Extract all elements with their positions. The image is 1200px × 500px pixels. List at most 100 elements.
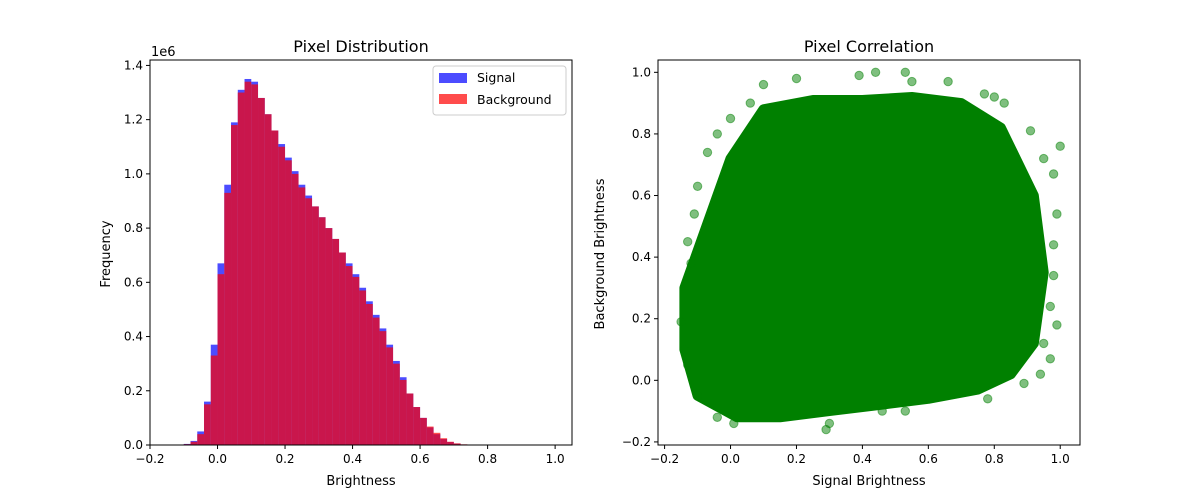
histogram-x-axis-title: Brightness xyxy=(326,474,395,489)
scatter-point xyxy=(943,76,953,87)
scatter-point xyxy=(854,70,864,81)
scatter-title: Pixel Correlation xyxy=(804,37,934,56)
histogram-bar-background xyxy=(217,274,225,445)
scatter-point xyxy=(1052,209,1062,219)
legend-swatch-signal xyxy=(439,73,467,83)
scatter-x-tick-label: 0.8 xyxy=(985,452,1004,466)
histogram-bar-background xyxy=(352,276,360,445)
scatter-point xyxy=(745,98,755,108)
histogram-x-tick-label: 0.2 xyxy=(275,452,294,466)
histogram-bar-background xyxy=(291,173,299,445)
scatter-y-tick-label: 0.2 xyxy=(632,312,651,326)
scatter-point xyxy=(729,418,739,429)
histogram-bar-background xyxy=(413,407,421,445)
legend-swatch-background xyxy=(439,94,467,104)
histogram-bar-background xyxy=(332,238,340,445)
histogram-bar-background xyxy=(433,432,441,445)
scatter-x-tick-label: 1.0 xyxy=(1051,452,1070,466)
histogram-bar-background xyxy=(204,404,211,445)
legend-label-signal: Signal xyxy=(477,70,515,85)
scatter-point xyxy=(989,92,999,102)
scatter-y-tick-label: 0.0 xyxy=(632,373,651,387)
scatter-point xyxy=(791,73,802,84)
scatter-x-axis-title: Signal Brightness xyxy=(812,474,926,489)
histogram-y-tick-label: 0.4 xyxy=(124,330,143,344)
scatter-point xyxy=(1039,153,1049,164)
scatter-y-tick-label: 0.6 xyxy=(632,189,651,203)
scatter-point xyxy=(1039,338,1049,349)
histogram-x-tick-label: −0.2 xyxy=(135,452,164,466)
scatter-point xyxy=(824,418,835,429)
histogram-bar-background xyxy=(325,228,333,445)
histogram-x-tick-label: 0.4 xyxy=(343,452,362,466)
histogram-y-axis-title: Frequency xyxy=(99,220,114,287)
scatter-point xyxy=(725,113,736,124)
scatter-point xyxy=(1035,369,1046,379)
histogram-bar-background xyxy=(224,192,232,445)
histogram-bar-background xyxy=(258,97,265,446)
scatter-point xyxy=(900,67,910,78)
scatter-point xyxy=(712,129,722,139)
histogram-y-tick-label: 0.0 xyxy=(124,438,143,452)
scatter-y-tick-label: −0.2 xyxy=(622,435,651,449)
histogram-bar-background xyxy=(197,434,205,445)
scatter-y-tick-label: 1.0 xyxy=(632,65,651,79)
histogram-bar-background xyxy=(285,160,292,445)
scatter-point xyxy=(712,412,722,422)
histogram-bar-background xyxy=(440,438,448,445)
scatter-point xyxy=(1025,126,1036,136)
scatter-points xyxy=(676,67,1065,435)
scatter-point xyxy=(870,67,881,78)
scatter-y-tick-label: 0.4 xyxy=(632,250,651,264)
scatter-panel: Pixel Correlation −0.2 0.0 0.2 0.4 0.6 0.8 1.0… xyxy=(593,37,1081,489)
histogram-bar-background xyxy=(298,187,306,445)
histogram-bar-background xyxy=(278,146,286,445)
scatter-point xyxy=(1048,270,1059,281)
histogram-bar-background xyxy=(406,393,414,445)
histogram-bar-background xyxy=(345,266,353,445)
histogram-title: Pixel Distribution xyxy=(293,37,428,56)
scatter-x-axis-ticks: −0.2 0.0 0.2 0.4 0.6 0.8 1.0 xyxy=(650,445,1070,466)
scatter-point xyxy=(1048,240,1059,250)
scatter-point xyxy=(1045,354,1056,364)
histogram-legend: Signal Background xyxy=(432,65,567,116)
histogram-y-tick-label: 0.6 xyxy=(124,275,143,289)
scatter-point xyxy=(1052,320,1062,330)
scatter-point xyxy=(1055,141,1065,151)
histogram-y-tick-label: 1.2 xyxy=(124,113,143,127)
histogram-bar-background xyxy=(359,290,367,445)
histogram-y-axis-ticks: 0.0 0.2 0.4 0.6 0.8 1.0 1.2 1.4 xyxy=(124,58,150,452)
histogram-y-offset-label: 1e6 xyxy=(151,45,176,60)
histogram-bar-background xyxy=(264,114,272,445)
histogram-bar-background xyxy=(339,252,346,445)
histogram-bar-background xyxy=(312,206,319,445)
histogram-bar-background xyxy=(210,355,218,445)
histogram-bar-background xyxy=(237,92,245,445)
histogram-x-axis-ticks: −0.2 0.0 0.2 0.4 0.6 0.8 1.0 xyxy=(135,445,565,466)
scatter-x-tick-label: 0.6 xyxy=(919,452,938,466)
scatter-point xyxy=(692,181,703,192)
scatter-x-tick-label: 0.4 xyxy=(853,452,872,466)
scatter-point xyxy=(983,394,993,404)
histogram-bar-background xyxy=(420,417,427,445)
histogram-bar-background xyxy=(366,304,373,445)
legend-label-background: Background xyxy=(477,92,552,107)
scatter-point xyxy=(683,237,693,247)
scatter-point xyxy=(1045,301,1056,312)
histogram-x-tick-label: 0.0 xyxy=(208,452,227,466)
histogram-bars xyxy=(177,78,488,446)
scatter-x-tick-label: 0.2 xyxy=(787,452,806,466)
histogram-y-tick-label: 0.8 xyxy=(124,221,143,235)
histogram-bar-background xyxy=(244,81,252,445)
histogram-bar-background xyxy=(190,441,198,445)
histogram-y-tick-label: 0.2 xyxy=(124,384,143,398)
scatter-point xyxy=(900,406,910,416)
scatter-plot-frame xyxy=(657,59,1081,446)
histogram-plot-frame xyxy=(149,59,573,446)
histogram-bar-background xyxy=(426,426,434,445)
scatter-y-tick-label: 0.8 xyxy=(632,127,651,141)
scatter-x-tick-label: −0.2 xyxy=(650,452,679,466)
scatter-point xyxy=(907,76,917,87)
scatter-point xyxy=(689,209,699,219)
